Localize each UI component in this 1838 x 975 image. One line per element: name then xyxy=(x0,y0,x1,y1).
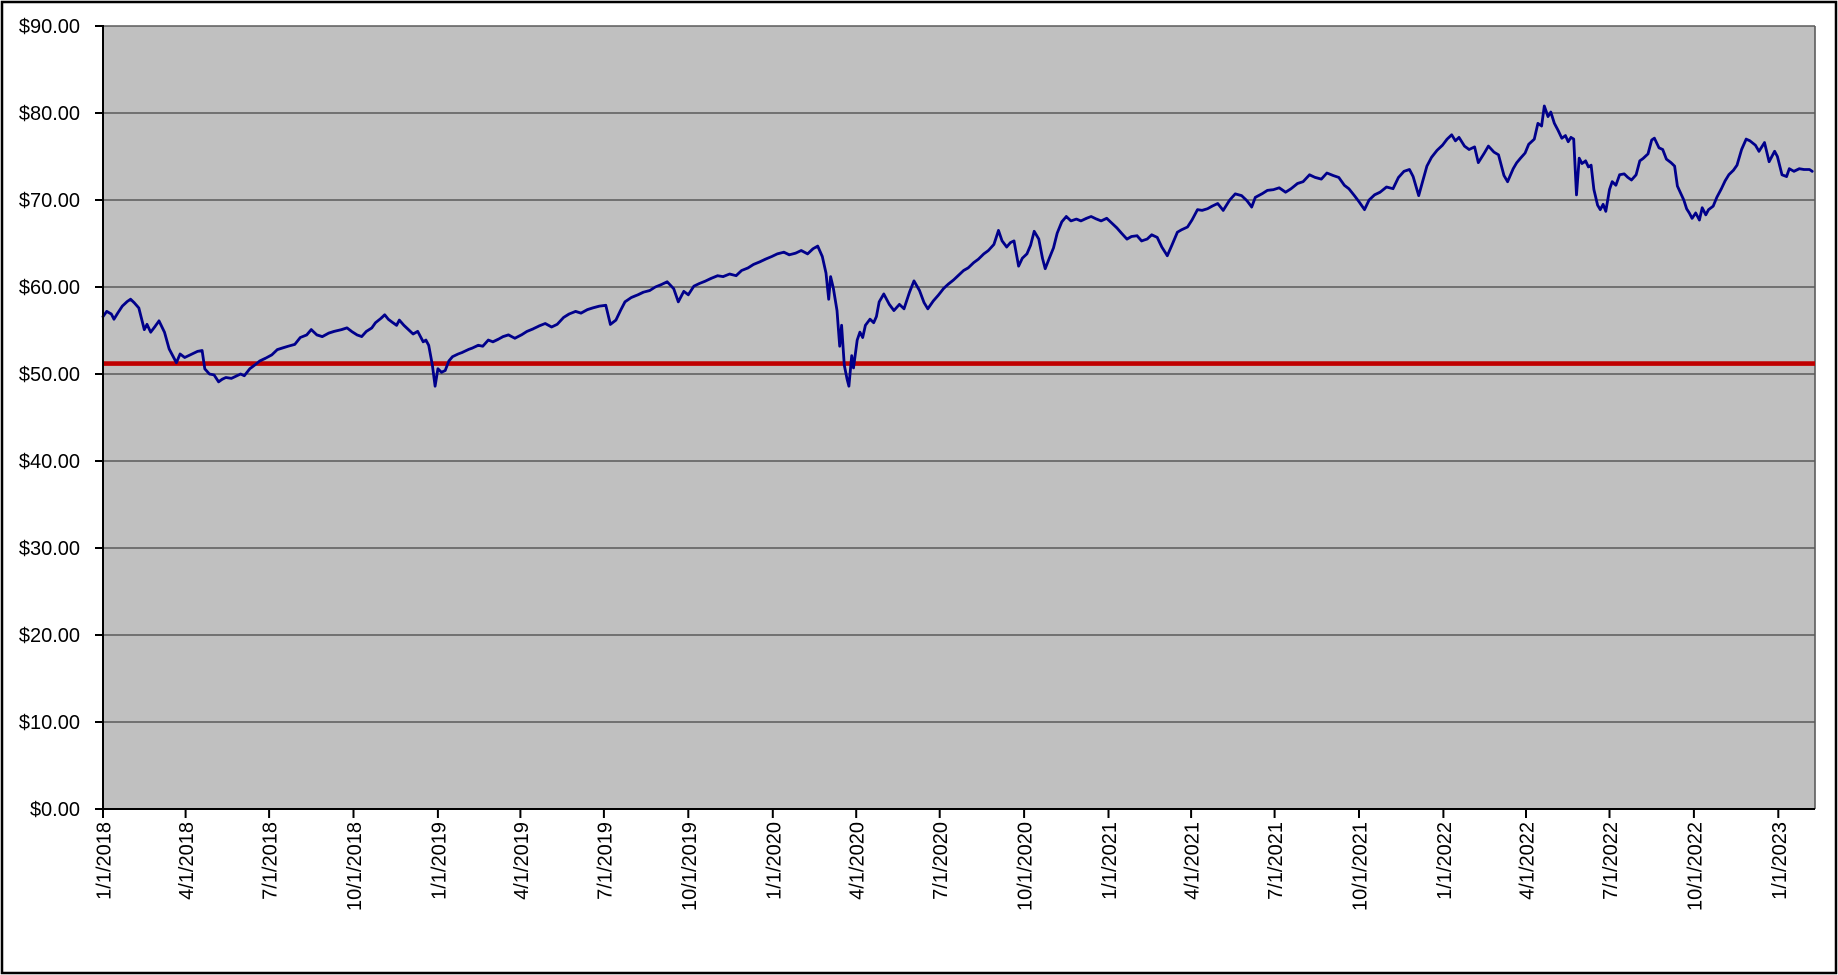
y-axis-label: $20.00 xyxy=(19,625,80,647)
x-axis-label: 7/1/2022 xyxy=(1600,822,1622,900)
x-axis-label: 4/1/2020 xyxy=(847,822,869,900)
x-axis-label: 1/1/2020 xyxy=(763,822,785,900)
y-axis-label: $60.00 xyxy=(19,277,80,299)
y-axis-label: $70.00 xyxy=(19,190,80,212)
x-axis-label: 4/1/2022 xyxy=(1517,822,1539,900)
y-axis-label: $10.00 xyxy=(19,712,80,734)
x-axis-label: 4/1/2019 xyxy=(511,822,533,900)
plot-area xyxy=(103,26,1815,809)
y-axis-label: $0.00 xyxy=(30,799,80,821)
x-axis-label: 10/1/2022 xyxy=(1684,822,1706,911)
x-axis-label: 7/1/2018 xyxy=(260,822,282,900)
y-axis-label: $40.00 xyxy=(19,451,80,473)
x-axis-label: 7/1/2021 xyxy=(1265,822,1287,900)
x-axis-label: 7/1/2019 xyxy=(594,822,616,900)
x-axis-label: 1/1/2022 xyxy=(1434,822,1456,900)
y-axis-label: $90.00 xyxy=(19,16,80,38)
y-axis-label: $50.00 xyxy=(19,364,80,386)
x-axis-label: 1/1/2023 xyxy=(1769,822,1791,900)
x-axis-label: 1/1/2019 xyxy=(428,822,450,900)
y-axis-label: $30.00 xyxy=(19,538,80,560)
x-axis-label: 1/1/2018 xyxy=(94,822,116,900)
x-axis-label: 4/1/2018 xyxy=(176,822,198,900)
y-axis-label: $80.00 xyxy=(19,103,80,125)
x-axis-label: 10/1/2020 xyxy=(1015,822,1037,911)
x-axis-label: 10/1/2018 xyxy=(344,822,366,911)
x-axis-label: 10/1/2019 xyxy=(679,822,701,911)
x-axis-label: 4/1/2021 xyxy=(1182,822,1204,900)
price-series-line xyxy=(101,104,1814,388)
x-axis-label: 10/1/2021 xyxy=(1350,822,1372,911)
x-axis-label: 7/1/2020 xyxy=(930,822,952,900)
x-axis-label: 1/1/2021 xyxy=(1099,822,1121,900)
